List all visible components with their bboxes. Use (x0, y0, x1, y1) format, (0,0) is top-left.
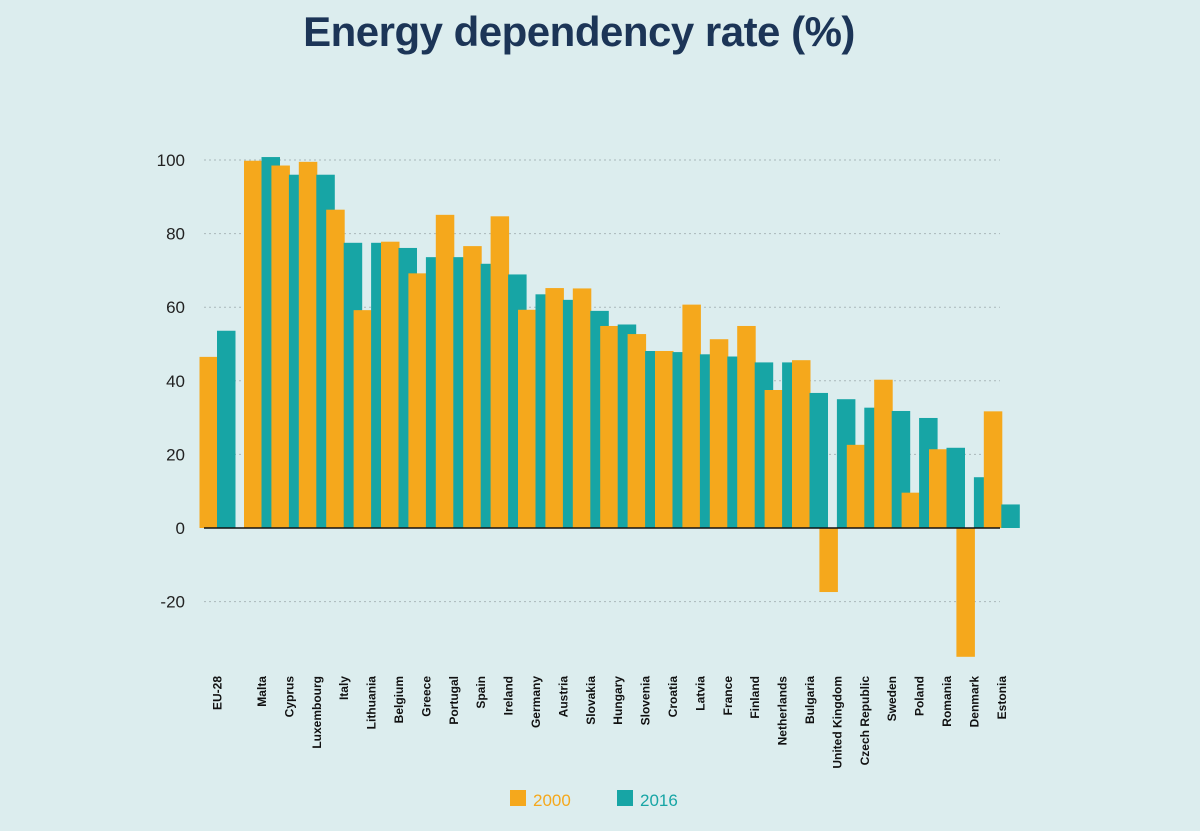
category-label: Germany (529, 676, 543, 728)
y-tick-label: 60 (166, 298, 185, 317)
category-label: Estonia (995, 676, 1009, 720)
category-label: Netherlands (776, 676, 790, 746)
bar-2000-germany (518, 309, 537, 528)
category-label: Croatia (666, 676, 680, 718)
category-label: EU-28 (211, 676, 225, 710)
legend-swatch-2016 (617, 790, 633, 806)
bar-2000-bulgaria (792, 360, 811, 528)
bar-2000-greece (408, 273, 427, 528)
bar-2000-spain (463, 246, 482, 528)
legend-label-2000: 2000 (533, 791, 571, 810)
bar-2000-sweden (874, 379, 893, 528)
y-tick-label: 100 (157, 151, 185, 170)
bar-2000-portugal (435, 214, 455, 528)
bar-2000-cyprus (271, 165, 290, 528)
category-label: United Kingdom (830, 676, 844, 769)
bar-2000-slovakia (572, 288, 592, 528)
bar-2000-denmark (956, 528, 975, 657)
bar-2016-eu-28 (217, 330, 236, 528)
category-label: Slovenia (639, 676, 653, 726)
bar-2000-netherlands (764, 390, 784, 528)
category-label: Sweden (885, 676, 899, 721)
category-label: Italy (337, 676, 351, 700)
bar-2016-romania (946, 447, 965, 528)
category-label: Denmark (967, 676, 981, 728)
category-label: Romania (940, 676, 954, 727)
category-label: Belgium (392, 676, 406, 723)
bar-2000-slovenia (627, 334, 647, 528)
category-label: Hungary (611, 676, 625, 725)
category-label: Spain (474, 676, 488, 709)
category-label: Poland (913, 676, 927, 716)
category-label: Malta (255, 676, 269, 707)
bar-2016-estonia (1001, 504, 1020, 528)
category-label: Lithuania (365, 676, 379, 730)
bar-2016-bulgaria (809, 392, 828, 528)
y-tick-label: -20 (160, 593, 185, 612)
y-tick-label: 20 (166, 445, 185, 464)
y-tick-label: 40 (166, 372, 185, 391)
category-label: Luxembourg (310, 676, 324, 749)
bar-2000-malta (244, 160, 263, 528)
category-label: Czech Republic (858, 676, 872, 766)
chart-title: Energy dependency rate (%) (303, 8, 855, 55)
category-label: Austria (556, 676, 570, 718)
bar-2000-ireland (490, 216, 510, 528)
y-tick-label: 0 (176, 519, 185, 538)
bar-2000-finland (737, 325, 756, 528)
bar-2000-hungary (600, 325, 619, 528)
bar-2000-luxembourg (298, 161, 318, 528)
bar-2000-austria (545, 288, 564, 528)
legend-swatch-2000 (510, 790, 526, 806)
bar-2000-italy (326, 209, 345, 528)
bar-2000-poland (901, 492, 921, 528)
category-label: Greece (419, 676, 433, 717)
bar-2000-united-kingdom (819, 528, 838, 593)
y-tick-label: 80 (166, 225, 185, 244)
bar-2000-estonia (983, 411, 1003, 528)
category-label: Latvia (693, 676, 707, 711)
category-label: France (721, 676, 735, 716)
bar-2000-lithuania (353, 310, 373, 528)
legend-label-2016: 2016 (640, 791, 678, 810)
category-label: Bulgaria (803, 676, 817, 724)
category-label: Finland (748, 676, 762, 719)
bar-2000-czech-republic (846, 444, 866, 528)
category-label: Portugal (447, 676, 461, 725)
bar-2000-latvia (682, 304, 701, 528)
bar-2000-croatia (655, 350, 674, 528)
bar-2000-eu-28 (199, 356, 218, 528)
bar-2000-romania (929, 449, 948, 528)
bar-2000-france (709, 339, 729, 528)
category-label: Slovakia (584, 676, 598, 725)
category-label: Ireland (502, 676, 516, 715)
bar-2000-belgium (381, 241, 400, 529)
category-label: Cyprus (282, 676, 296, 718)
